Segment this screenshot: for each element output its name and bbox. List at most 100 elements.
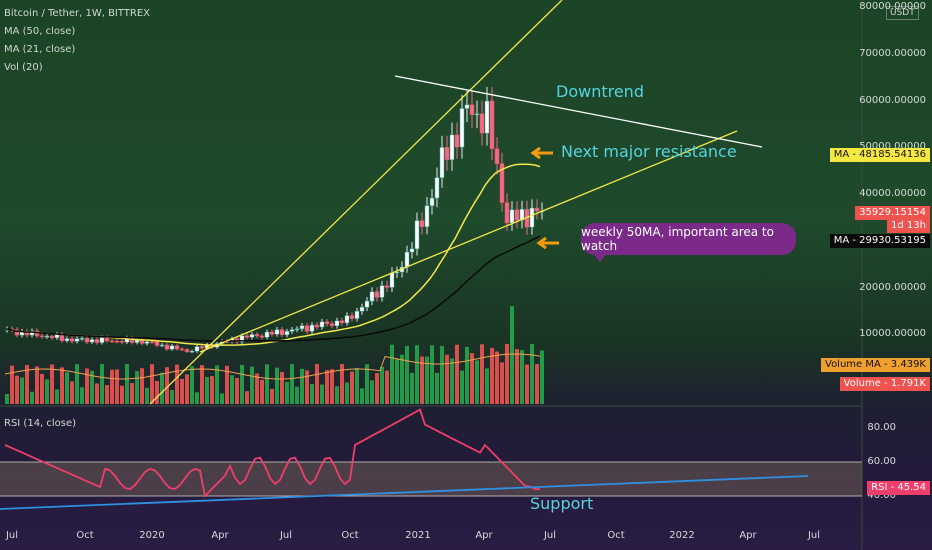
lower-channel-line — [199, 130, 738, 353]
legend-rsi[interactable]: RSI (14, close) — [4, 418, 77, 429]
price-tick-label: 60000.00000 — [859, 94, 926, 106]
candle-body — [429, 197, 435, 206]
price-badge: 35929.15154 — [855, 206, 930, 220]
time-tick-label: Apr — [211, 530, 229, 541]
volume-bar — [395, 358, 399, 404]
volume-bar — [280, 371, 284, 404]
volume-bar — [380, 366, 384, 404]
legend-ma50[interactable]: MA (50, close) — [4, 26, 76, 37]
time-tick-label: Jul — [543, 530, 557, 541]
rsi-tick-label: 40.00 — [867, 490, 896, 501]
candle-body — [379, 285, 385, 298]
candle-body — [159, 344, 165, 347]
candle-body — [384, 285, 390, 288]
candle-body — [419, 220, 425, 227]
volume-bar — [425, 356, 429, 404]
candle-body — [184, 349, 190, 352]
volume-bar — [195, 392, 199, 404]
legend-volume[interactable]: Vol (20) — [4, 62, 43, 73]
time-tick-label: Jul — [807, 530, 821, 541]
ma50-badge: MA - 48185.54136 — [829, 148, 930, 162]
volume-bar — [135, 371, 139, 404]
candle-body — [324, 321, 330, 325]
volume-bar — [350, 371, 354, 404]
candle-body — [49, 335, 55, 339]
volume-bar — [540, 350, 544, 404]
candle-body — [299, 325, 305, 330]
volume-ma-badge: Volume MA - 3.439K — [821, 358, 930, 372]
candle-body — [39, 335, 45, 338]
volume-bar — [270, 388, 274, 404]
candle-body — [499, 163, 505, 203]
candle-body — [79, 338, 85, 340]
candle-body — [89, 339, 95, 343]
time-tick-label: Apr — [739, 530, 757, 541]
rsi-badge: RSI - 45.54 — [867, 481, 930, 495]
time-tick-label: 2020 — [139, 530, 165, 541]
candle-body — [134, 340, 140, 343]
volume-bar — [90, 370, 94, 404]
volume-bar — [5, 394, 9, 404]
volume-bar — [60, 367, 64, 404]
volume-bar — [10, 365, 14, 404]
volume-bar — [145, 387, 149, 404]
legend-ma21[interactable]: MA (21, close) — [4, 44, 76, 55]
annotation-resistance: Next major resistance — [561, 142, 737, 161]
candle-body — [179, 348, 185, 351]
candle-body — [529, 207, 535, 228]
volume-bar — [320, 384, 324, 404]
volume-bar — [15, 375, 19, 404]
candle-body — [289, 329, 295, 332]
volume-bar — [455, 344, 459, 404]
candle-body — [139, 340, 145, 344]
candle-body — [519, 209, 525, 221]
volume-bar — [230, 375, 234, 404]
volume-bar — [470, 353, 474, 404]
candle-body — [14, 329, 20, 336]
candle-body — [294, 328, 300, 331]
volume-bar — [290, 364, 294, 404]
candle-body — [484, 100, 490, 134]
volume-bar — [300, 368, 304, 404]
candle-body — [74, 338, 80, 342]
volume-bar — [70, 381, 74, 404]
time-tick-label: Oct — [607, 530, 625, 541]
volume-bar — [480, 344, 484, 404]
volume-bar — [335, 386, 339, 404]
volume-bar — [440, 345, 444, 404]
volume-bar — [100, 364, 104, 404]
volume-bar — [170, 390, 174, 404]
volume-bar — [275, 367, 279, 404]
downtrend-line — [394, 75, 763, 148]
volume-bar — [35, 366, 39, 404]
candle-body — [319, 321, 325, 328]
candle-body — [84, 338, 90, 343]
volume-bar — [155, 380, 159, 404]
candle-body — [154, 341, 160, 346]
candle-body — [374, 291, 380, 298]
currency-label[interactable]: USDT — [886, 6, 919, 20]
candle-body — [199, 346, 205, 349]
volume-bar — [410, 372, 414, 404]
annotation-bubble: weekly 50MA, important area to watch — [581, 223, 796, 255]
volume-bar — [450, 358, 454, 404]
candle-body — [364, 300, 370, 308]
candle-body — [249, 334, 255, 338]
volume-bar — [80, 387, 84, 404]
volume-bar — [245, 391, 249, 404]
volume-bar — [240, 364, 244, 404]
candle-body — [454, 134, 460, 148]
volume-bar — [305, 370, 309, 404]
candle-body — [164, 344, 170, 350]
candle-body — [304, 325, 310, 332]
resistance-arrow — [530, 146, 553, 160]
price-tick-label: 10000.00000 — [859, 328, 926, 340]
volume-bar — [445, 354, 449, 404]
candle-body — [469, 104, 475, 116]
volume-bar — [405, 346, 409, 404]
chart-title: Bitcoin / Tether, 1W, BITTREX — [4, 8, 151, 19]
candle-body — [99, 337, 105, 343]
volume-bar — [325, 370, 329, 404]
volume-bar — [435, 372, 439, 404]
